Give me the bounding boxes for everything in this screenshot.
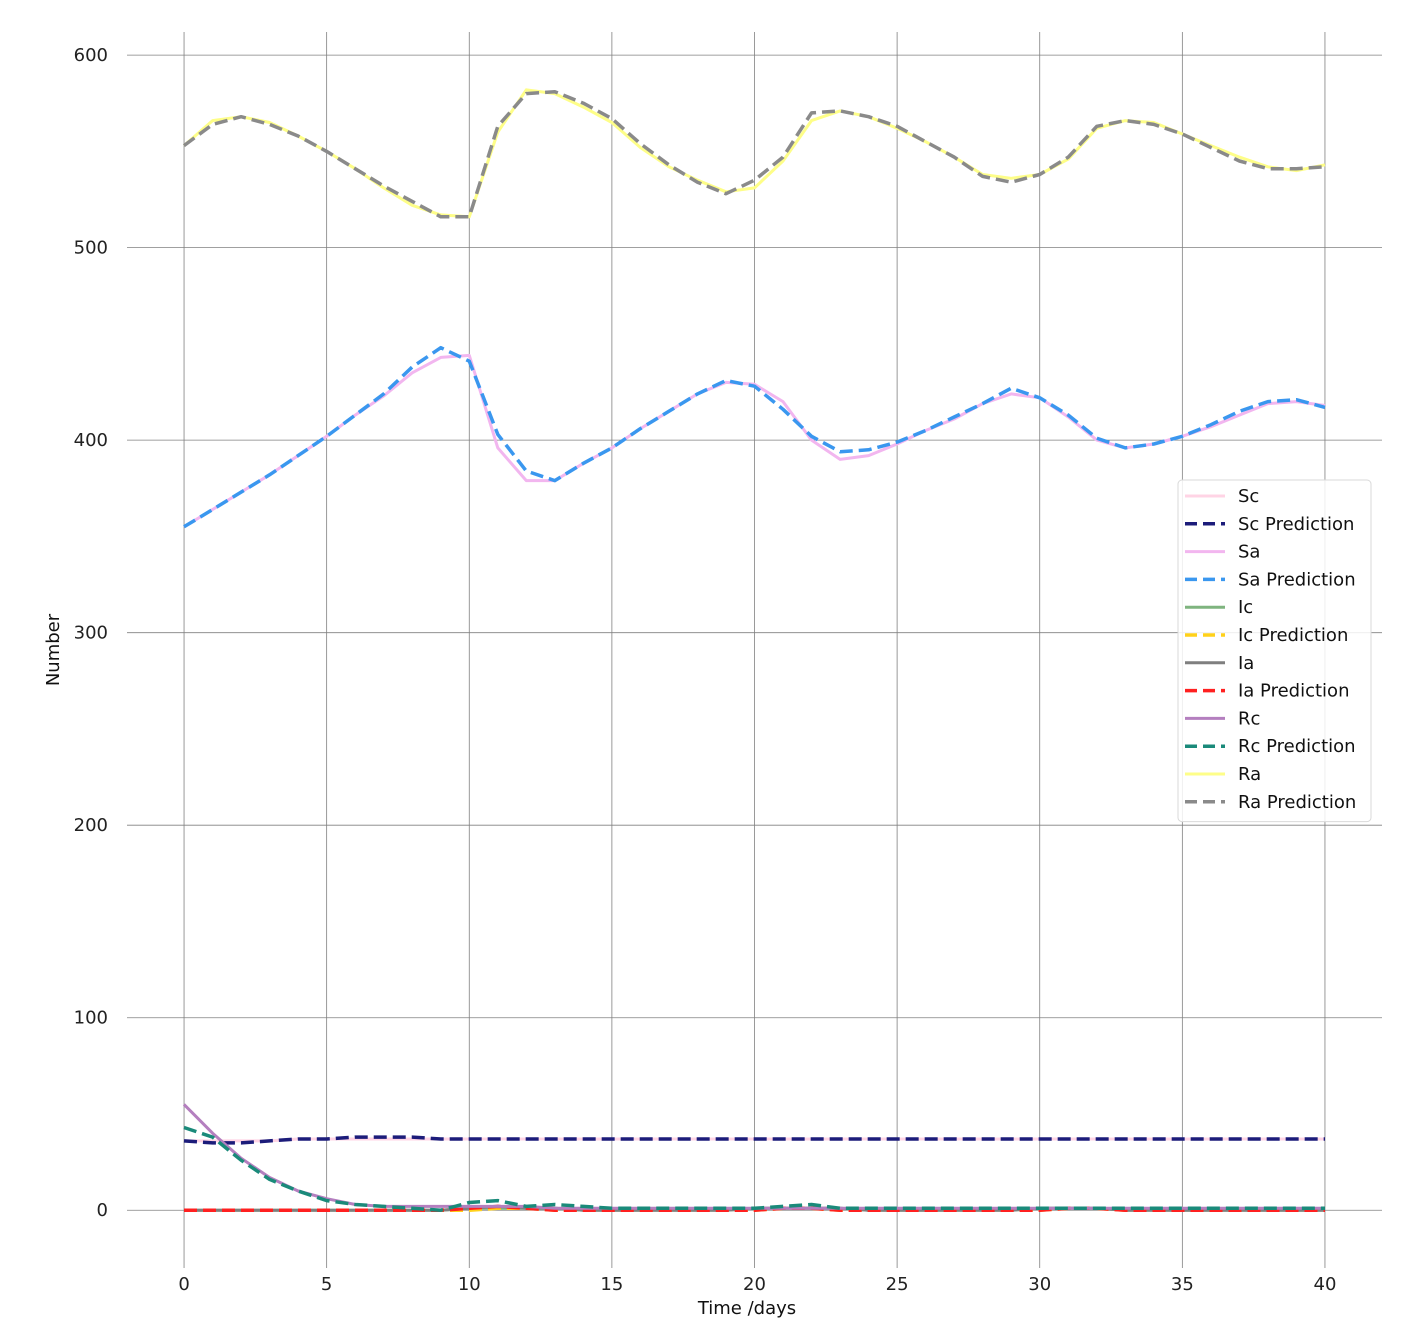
x-tick-label: 40 bbox=[1314, 1274, 1337, 1295]
legend-label: Sc Prediction bbox=[1238, 514, 1354, 535]
y-axis-label: Number bbox=[43, 613, 64, 686]
x-tick-label: 10 bbox=[458, 1274, 481, 1295]
x-tick-label: 35 bbox=[1171, 1274, 1194, 1295]
legend-label: Ra Prediction bbox=[1238, 792, 1356, 813]
legend: Sc Sc Prediction Sa Sa Prediction Ic Ic Predi… bbox=[1177, 479, 1372, 823]
series-line-ra-prediction bbox=[182, 89, 1326, 219]
series-line-ia-prediction bbox=[184, 1204, 1325, 1212]
legend-label: Ia bbox=[1238, 653, 1254, 674]
x-axis-ticks: 0 5 10 15 20 25 30 35 40 bbox=[178, 1274, 1336, 1295]
x-tick-label: 20 bbox=[743, 1274, 766, 1295]
y-tick-label: 200 bbox=[74, 815, 108, 836]
series-line-rc-prediction bbox=[183, 1125, 1325, 1212]
y-tick-label: 100 bbox=[74, 1008, 108, 1029]
x-tick-label: 5 bbox=[321, 1274, 332, 1295]
legend-label: Rc Prediction bbox=[1238, 736, 1356, 757]
legend-box bbox=[1177, 479, 1372, 823]
x-axis-label: Time /days bbox=[697, 1298, 796, 1319]
legend-label: Ra bbox=[1238, 764, 1261, 785]
legend-label: Sa Prediction bbox=[1238, 569, 1356, 590]
legend-label: Ia Prediction bbox=[1238, 681, 1349, 702]
y-tick-label: 600 bbox=[74, 45, 108, 66]
legend-label: Sc bbox=[1238, 486, 1259, 507]
legend-label: Sa bbox=[1238, 542, 1260, 563]
y-tick-label: 0 bbox=[97, 1200, 108, 1221]
y-tick-label: 300 bbox=[74, 623, 108, 644]
legend-label: Rc bbox=[1238, 708, 1260, 729]
legend-label: Ic bbox=[1238, 597, 1253, 618]
x-tick-label: 15 bbox=[600, 1274, 623, 1295]
y-tick-label: 400 bbox=[74, 430, 108, 451]
series-line-sc-prediction bbox=[183, 1135, 1325, 1145]
y-axis-ticks: 0 100 200 300 400 500 600 bbox=[74, 45, 108, 1221]
legend-label: Ic Prediction bbox=[1238, 625, 1348, 646]
x-tick-label: 30 bbox=[1028, 1274, 1051, 1295]
x-tick-label: 0 bbox=[178, 1274, 189, 1295]
series-line-sa-prediction bbox=[183, 345, 1326, 529]
y-tick-label: 500 bbox=[74, 238, 108, 259]
series-lines bbox=[182, 88, 1326, 1212]
x-tick-label: 25 bbox=[886, 1274, 909, 1295]
